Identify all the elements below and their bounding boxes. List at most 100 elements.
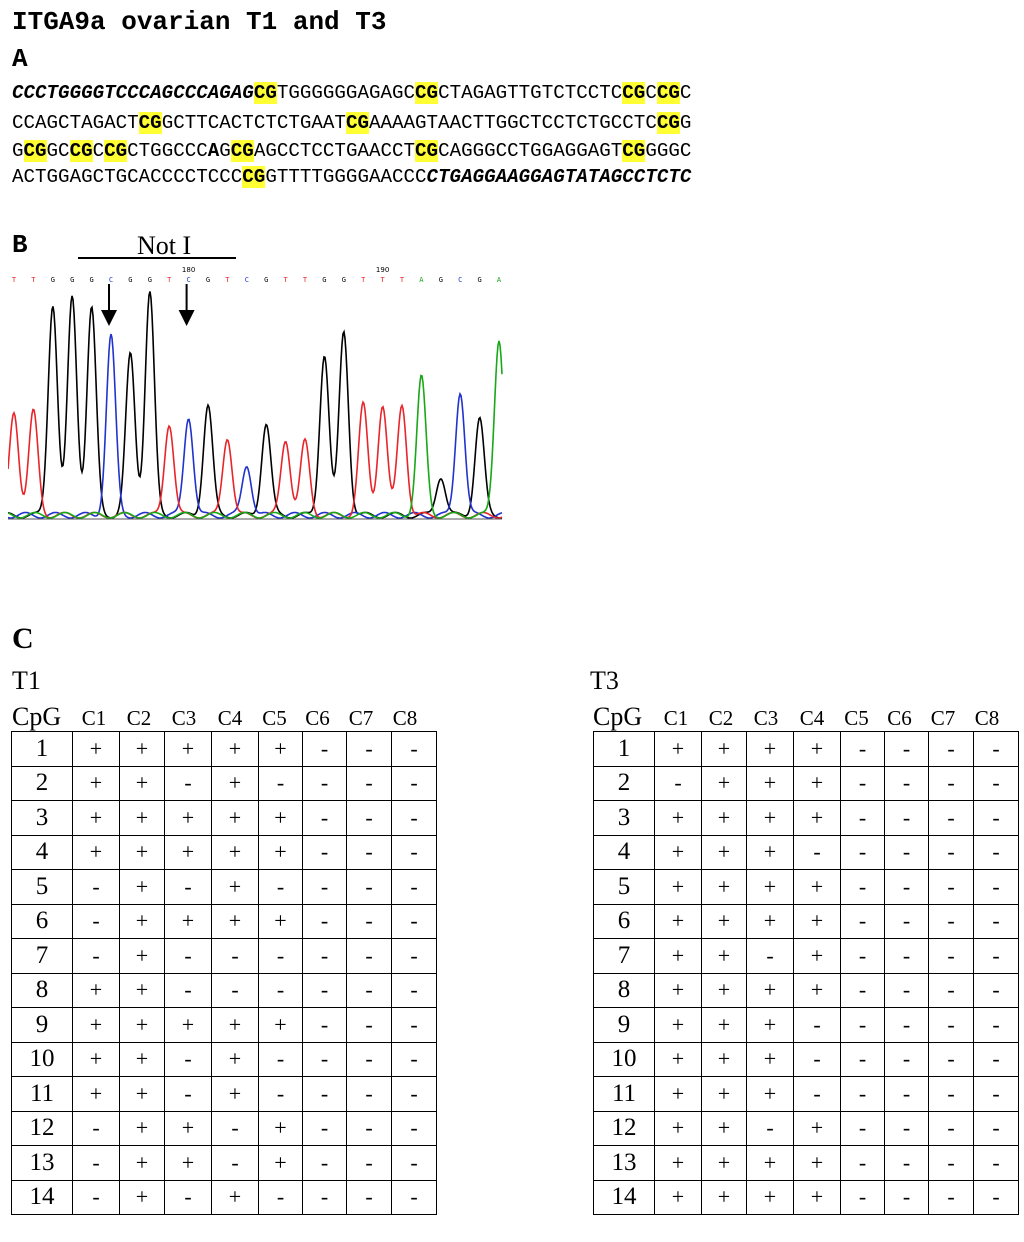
table-row: 10 + + + - - - - - (593, 1041, 1019, 1077)
base-call: G (148, 276, 152, 284)
methylation-cell: + (793, 800, 841, 836)
methylation-cell: - (973, 869, 1019, 905)
methylation-cell: - (258, 869, 303, 905)
cpg-number: 14 (593, 1179, 655, 1215)
methylation-cell: - (973, 731, 1019, 767)
methylation-cell: - (164, 1179, 212, 1215)
cpg-site: CG (345, 112, 369, 134)
cpg-number: 9 (11, 1007, 73, 1043)
methylation-cell: + (72, 765, 120, 801)
methylation-cell: + (164, 834, 212, 870)
cpg-number: 6 (593, 903, 655, 939)
methylation-cell: - (654, 765, 702, 801)
methylation-cell: - (258, 1179, 303, 1215)
methylation-cell: + (119, 1007, 165, 1043)
methylation-cell: - (928, 1179, 974, 1215)
methylation-cell: - (391, 1145, 437, 1181)
cpg-number: 13 (593, 1145, 655, 1181)
methylation-cell: + (654, 1145, 702, 1181)
methylation-cell: + (793, 1145, 841, 1181)
cpg-site: CG (23, 140, 47, 162)
cpg-number: 5 (11, 869, 73, 905)
position-marker: 180 (182, 266, 195, 274)
methylation-cell: - (258, 1041, 303, 1077)
cpg-number: 10 (593, 1041, 655, 1077)
methylation-cell: - (72, 938, 120, 974)
methylation-cell: - (346, 1076, 392, 1112)
methylation-cell: - (72, 1110, 120, 1146)
methylation-cell: - (391, 1110, 437, 1146)
methylation-cell: - (928, 972, 974, 1008)
methylation-cell: + (654, 903, 702, 939)
methylation-cell: + (164, 800, 212, 836)
methylation-cell: + (211, 800, 259, 836)
methylation-cell: + (654, 1110, 702, 1146)
methylation-cell: - (391, 972, 437, 1008)
methylation-cell: - (72, 903, 120, 939)
base-call: C (458, 276, 462, 284)
primer-sequence: CCCTGGGGTCCCAGCCCAGAG (12, 82, 254, 104)
methylation-cell: + (746, 731, 794, 767)
cpg-number: 5 (593, 869, 655, 905)
methylation-cell: + (211, 834, 259, 870)
sequence-segment: CTGGCCC (127, 140, 208, 162)
sequence-segment: GTTTTGGGGAACCC (265, 166, 427, 188)
methylation-cell: + (746, 972, 794, 1008)
methylation-cell: - (346, 1007, 392, 1043)
methylation-cell: - (302, 765, 347, 801)
methylation-cell: - (346, 1041, 392, 1077)
cpg-number: 4 (11, 834, 73, 870)
table-row: 13- + + - + - - - (11, 1145, 437, 1181)
methylation-cell: - (72, 1145, 120, 1181)
sequence-line-2: CCAGCTAGACTCGGCTTCACTCTCTGAATCGAAAAGTAAC… (12, 110, 691, 136)
methylation-cell: - (391, 903, 437, 939)
methylation-cell: + (746, 1007, 794, 1043)
sequence-segment: CCAGCTAGACT (12, 112, 139, 134)
sequence-segment: AGCCTCCTGAACCT (253, 140, 416, 162)
cpg-site: CG (69, 140, 93, 162)
cpg-site: CG (138, 112, 162, 134)
base-call: A (419, 276, 424, 284)
methylation-cell: - (928, 869, 974, 905)
methylation-cell: + (746, 1041, 794, 1077)
base-call: T (167, 276, 172, 284)
methylation-cell: + (654, 938, 702, 974)
methylation-cell: - (884, 1179, 929, 1215)
sequence-segment: GC (46, 140, 70, 162)
column-header: C6 (887, 706, 912, 730)
methylation-cell: + (701, 800, 747, 836)
methylation-cell: - (973, 1145, 1019, 1181)
methylation-cell: + (72, 972, 120, 1008)
methylation-table-t1: 1 + + + + + - - -2 + + - + - - - -3 + + + + + - - -4 + + + + + - - -5- + -… (11, 731, 437, 1215)
table-row: 9 + + + + + - - - (11, 1007, 437, 1043)
methylation-cell: - (973, 1007, 1019, 1043)
methylation-cell: + (258, 834, 303, 870)
cpg-header-t3: CpG (593, 702, 643, 731)
methylation-cell: + (164, 903, 212, 939)
table-row: 12- + + - + - - - (11, 1110, 437, 1146)
sequence-line-3: GCGGCCGCCGCTGGCCCAGCGAGCCTCCTGAACCTCGCAG… (12, 138, 691, 164)
methylation-cell: + (746, 800, 794, 836)
methylation-cell: + (72, 731, 120, 767)
sequence-segment: C (645, 82, 657, 104)
sequence-segment: AAAAGTAACTTGGCTCCTCTGCCTC (368, 112, 657, 134)
methylation-cell: - (346, 765, 392, 801)
methylation-cell: - (211, 1145, 259, 1181)
base-call: G (51, 276, 55, 284)
base-call: G (264, 276, 268, 284)
base-call: T (283, 276, 288, 284)
methylation-cell: + (701, 834, 747, 870)
methylation-cell: - (840, 800, 885, 836)
cpg-number: 2 (593, 765, 655, 801)
methylation-cell: - (793, 1041, 841, 1077)
base-call: G (128, 276, 132, 284)
methylation-cell: + (793, 731, 841, 767)
methylation-cell: - (391, 938, 437, 974)
column-header: C4 (217, 706, 243, 730)
cpg-site: CG (622, 140, 646, 162)
sequence-segment: CAGGGCCTGGAGGAGT (438, 140, 623, 162)
methylation-cell: + (119, 765, 165, 801)
table-row: 14- + - + - - - - (11, 1179, 437, 1215)
noti-site-bracket (78, 257, 236, 259)
methylation-cell: - (746, 938, 794, 974)
